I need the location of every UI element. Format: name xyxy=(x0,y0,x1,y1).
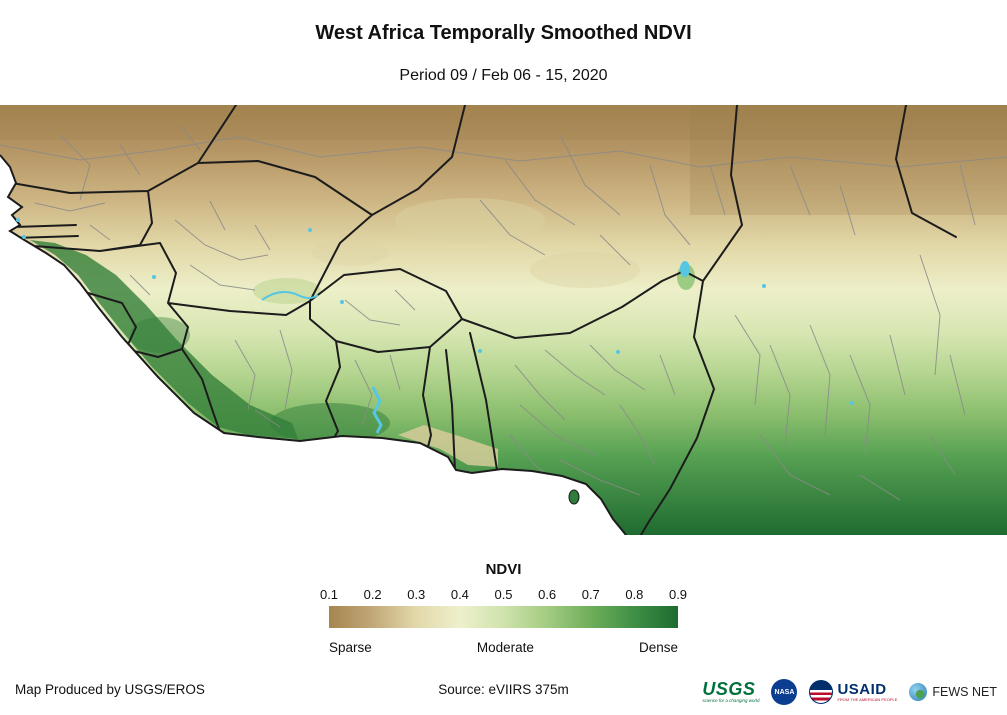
legend-title: NDVI xyxy=(485,561,522,578)
ocean xyxy=(0,155,626,535)
fewsnet-logo: FEWS NET xyxy=(909,683,997,701)
sahara-patches xyxy=(0,105,1007,288)
legend-label-moderate: Moderate xyxy=(476,640,534,655)
lake-chad xyxy=(680,261,690,277)
legend-tick: 0.7 xyxy=(581,587,600,602)
legend-label-sparse: Sparse xyxy=(329,640,372,655)
ndvi-map xyxy=(0,104,1007,536)
usgs-logo-tagline: science for a changing world xyxy=(702,698,760,704)
legend-label-dense: Dense xyxy=(638,640,678,655)
map-title: West Africa Temporally Smoothed NDVI xyxy=(315,22,692,44)
usgs-logo-text: USGS xyxy=(702,679,756,700)
legend-tick: 0.9 xyxy=(668,587,688,602)
legend-tick: 0.4 xyxy=(450,587,469,602)
source-text: Source: eVIIRS 375m xyxy=(438,682,569,697)
usaid-logo-text: USAID xyxy=(837,681,887,698)
admin-borders xyxy=(0,124,1007,501)
legend-ramp xyxy=(329,606,678,628)
legend: NDVI 0.1 0.2 0.3 0.4 0.5 0.6 0.7 0.8 0.9… xyxy=(320,561,687,655)
nasa-logo-text: NASA xyxy=(774,688,795,696)
legend-ticks: 0.1 0.2 0.3 0.4 0.5 0.6 0.7 0.8 0.9 xyxy=(320,587,687,604)
header: West Africa Temporally Smoothed NDVI Per… xyxy=(0,0,1007,105)
usaid-seal-icon xyxy=(809,680,834,704)
niger-river xyxy=(261,290,319,301)
legend-tick: 0.3 xyxy=(407,587,426,602)
coastline xyxy=(0,154,627,536)
lake-volta xyxy=(371,386,383,434)
nasa-logo: NASA xyxy=(771,679,798,705)
produced-by-text: Map Produced by USGS/EROS xyxy=(15,682,205,697)
footer: Map Produced by USGS/EROS Source: eVIIRS… xyxy=(0,669,1007,709)
usgs-logo: USGS science for a changing world xyxy=(702,680,759,704)
usaid-logo-tagline: FROM THE AMERICAN PEOPLE xyxy=(837,697,898,702)
map-container xyxy=(0,104,1007,536)
water-features xyxy=(16,218,854,434)
bioko-island xyxy=(568,489,580,505)
country-borders xyxy=(11,104,957,536)
legend-tick: 0.1 xyxy=(319,587,339,602)
usaid-logo: USAID FROM THE AMERICAN PEOPLE xyxy=(809,680,897,704)
map-period-subtitle: Period 09 / Feb 06 - 15, 2020 xyxy=(399,67,608,84)
legend-tick: 0.6 xyxy=(538,587,557,602)
globe-icon xyxy=(909,683,928,701)
logo-row: USGS science for a changing world NASA U… xyxy=(702,679,997,705)
vegetation-overlays xyxy=(30,240,695,467)
legend-qualitative-labels: Sparse Moderate Dense xyxy=(329,640,678,655)
legend-tick: 0.8 xyxy=(625,587,644,602)
fewsnet-logo-text: FEWS NET xyxy=(932,685,997,699)
legend-tick: 0.5 xyxy=(494,587,513,602)
legend-tick: 0.2 xyxy=(363,587,382,602)
